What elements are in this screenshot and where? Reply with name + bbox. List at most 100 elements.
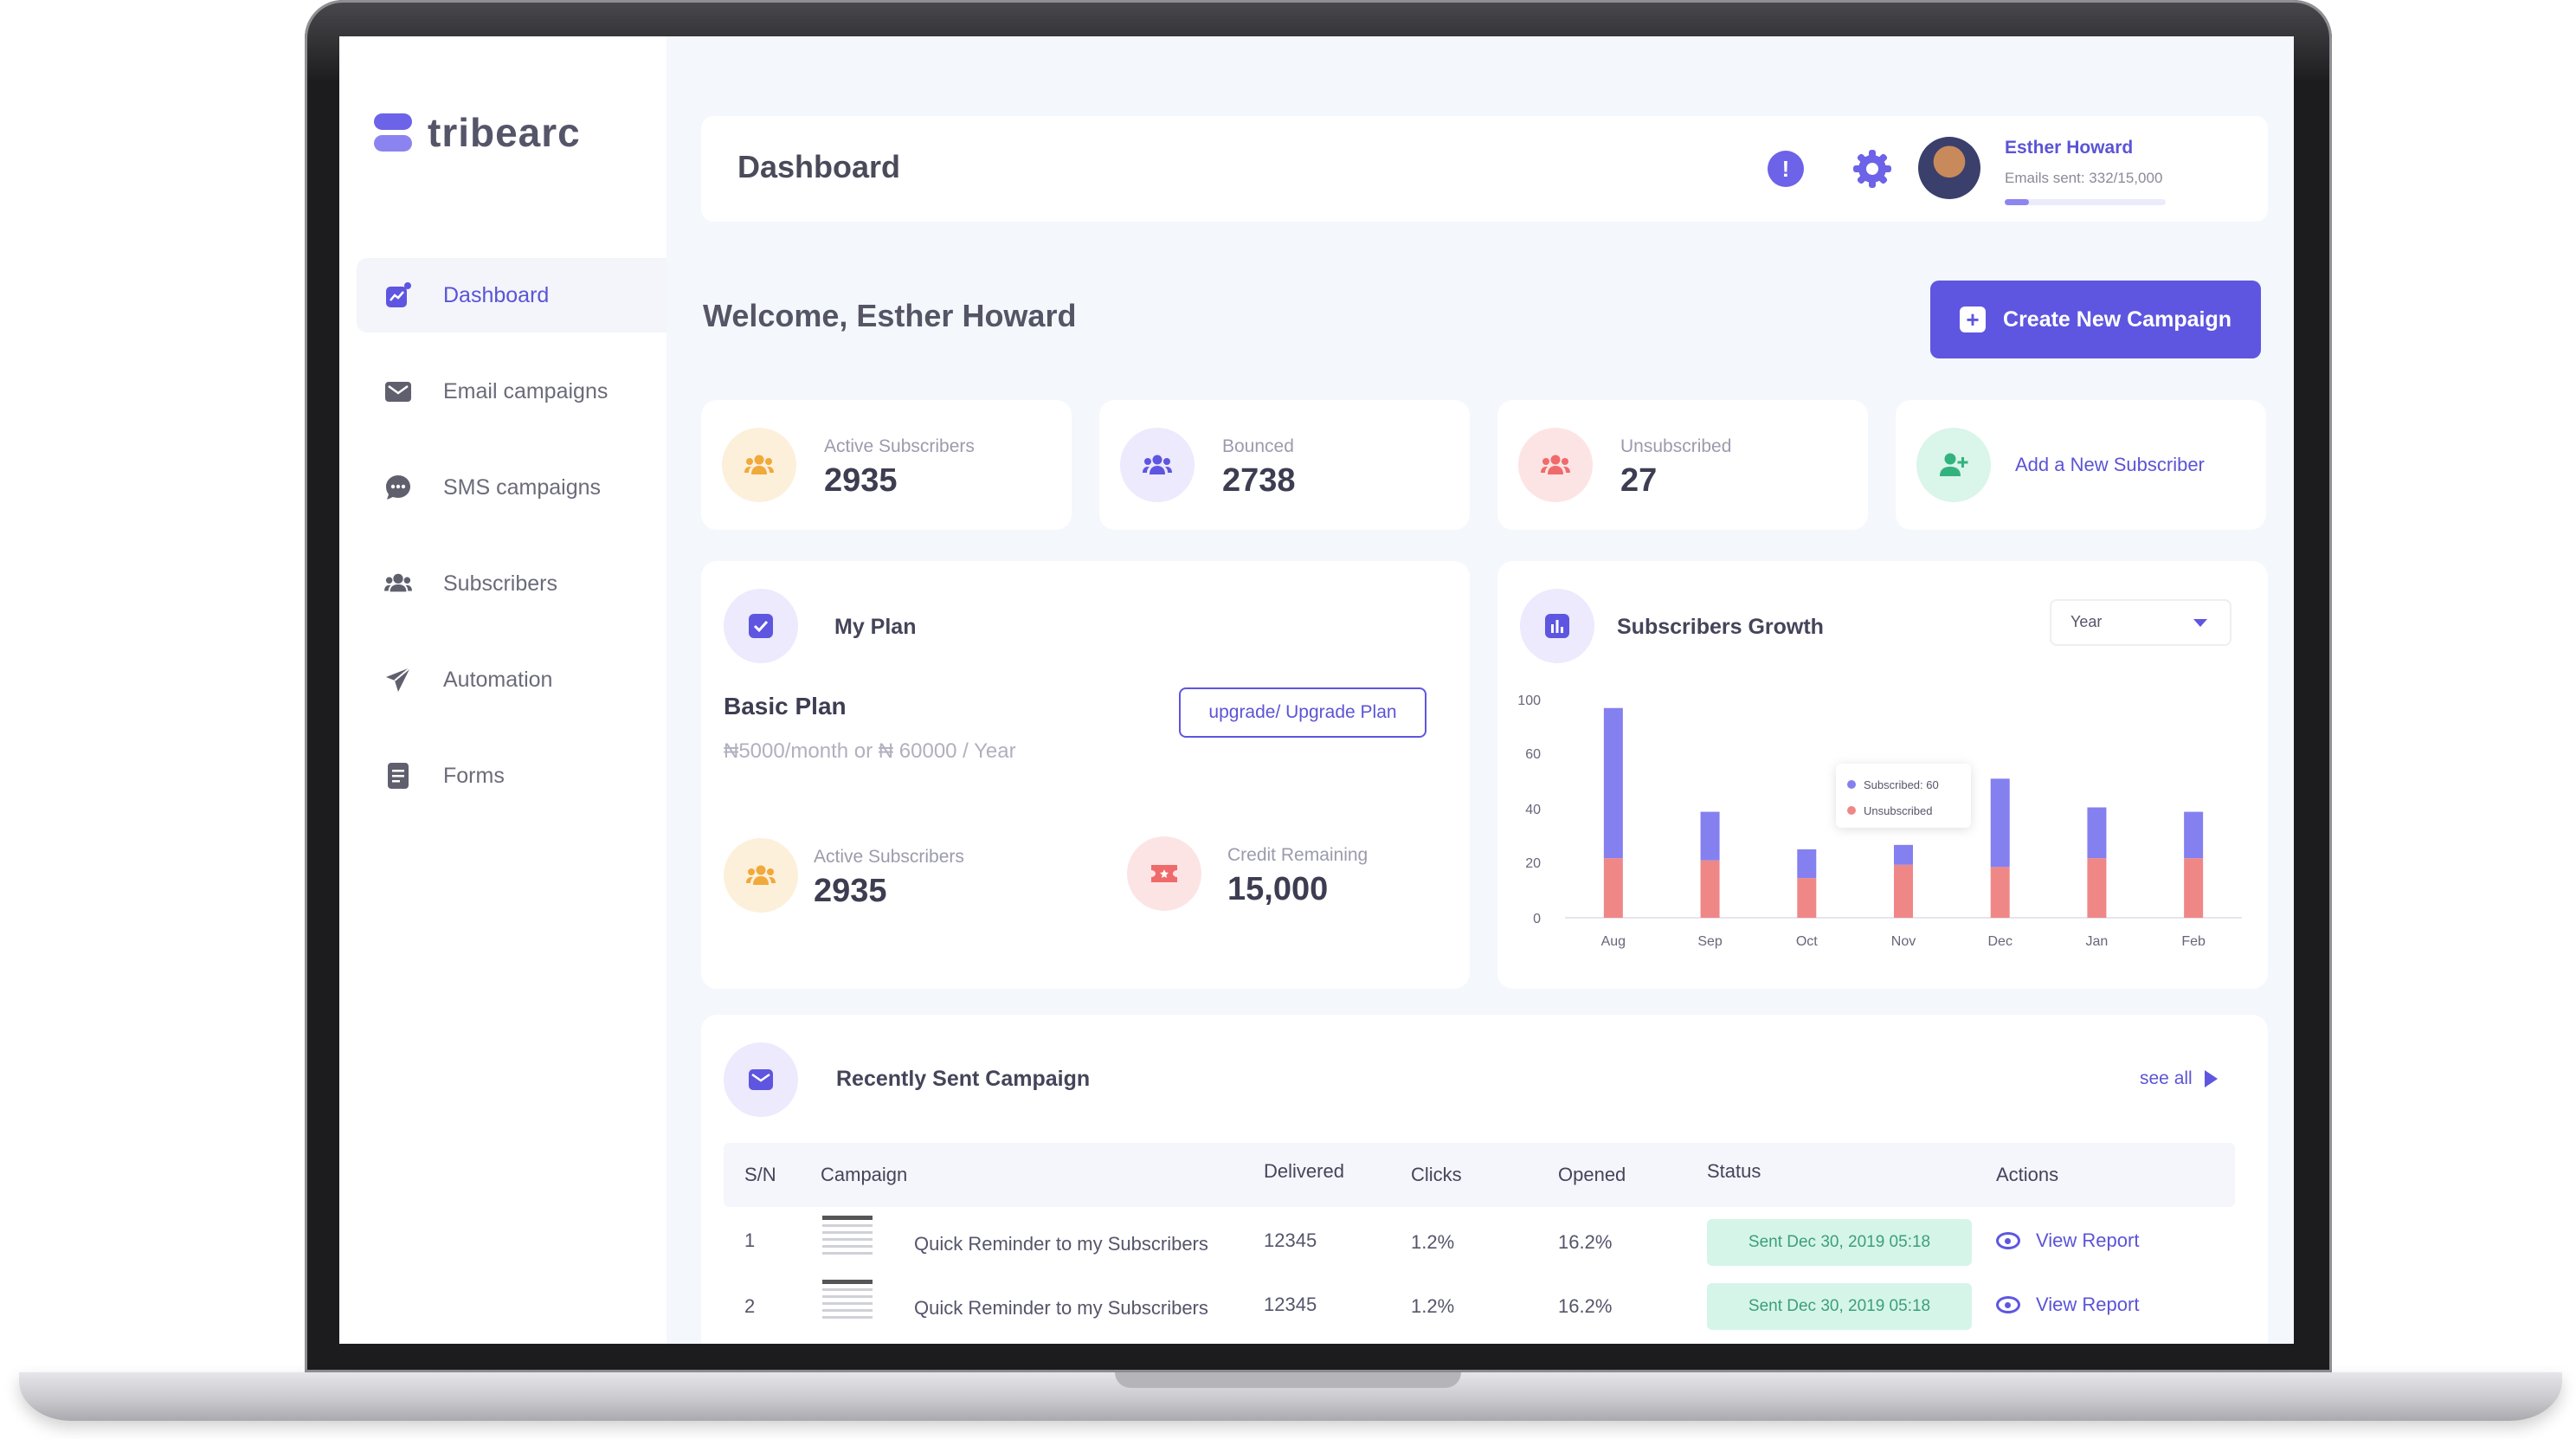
x-tick-label: Oct [1796, 934, 1818, 949]
card-title: Subscribers Growth [1617, 615, 1824, 639]
create-campaign-button[interactable]: + Create New Campaign [1930, 281, 2261, 358]
stat-label: Credit Remaining [1227, 845, 1368, 865]
sidebar-item-automation[interactable]: Automation [357, 642, 667, 717]
plus-icon: + [1960, 307, 1987, 332]
brand-name: tribearc [428, 110, 581, 155]
sidebar-item-label: Subscribers [443, 571, 557, 596]
sidebar-item-dashboard[interactable]: Dashboard [357, 258, 667, 332]
gear-icon[interactable] [1851, 147, 1894, 190]
column-header: Status [1707, 1160, 1761, 1182]
brand-logo[interactable]: tribearc [374, 109, 581, 156]
bar-unsubscribed-sep [1700, 860, 1720, 918]
table-row[interactable]: 1 Quick Reminder to my Subscribers 12345… [724, 1216, 2235, 1285]
period-select[interactable]: Year [2050, 599, 2231, 646]
logo-icon [374, 113, 412, 152]
users-icon [384, 570, 412, 597]
users-icon [1120, 428, 1195, 502]
card-title: Recently Sent Campaign [836, 1067, 1091, 1091]
status-badge: Sent Dec 30, 2019 05:18 [1707, 1219, 1972, 1266]
check-icon [724, 589, 798, 663]
stat-value: 2935 [824, 462, 898, 499]
x-tick-label: Feb [2181, 934, 2206, 949]
play-icon [2204, 1070, 2218, 1087]
user-name: Esther Howard [2005, 138, 2134, 158]
mail-icon [384, 377, 412, 405]
campaign-name[interactable]: Quick Reminder to my Subscribers [914, 1297, 1208, 1319]
upgrade-plan-button[interactable]: upgrade/ Upgrade Plan [1179, 687, 1426, 738]
form-icon [384, 762, 412, 790]
y-tick-label: 0 [1533, 912, 1541, 926]
avatar[interactable] [1918, 137, 1980, 199]
stat-label: Unsubscribed [1620, 436, 1732, 456]
stat-bounced: Bounced 2738 [1099, 400, 1470, 530]
open-rate: 16.2% [1558, 1231, 1613, 1253]
bar-subscribed-dec [1990, 778, 2010, 868]
column-header: Delivered [1264, 1160, 1344, 1182]
stat-label: Bounced [1222, 436, 1294, 456]
bar-subscribed-jan [2087, 807, 2107, 859]
alert-icon[interactable]: ! [1768, 151, 1804, 187]
bar-unsubscribed-feb [2184, 858, 2204, 918]
add-subscriber-link[interactable]: Add a New Subscriber [2015, 454, 2205, 475]
row-sn: 2 [744, 1295, 756, 1317]
sidebar-item-email-campaigns[interactable]: Email campaigns [357, 354, 667, 429]
bar-unsubscribed-oct [1797, 878, 1817, 918]
eye-icon [1996, 1232, 2020, 1249]
table-row[interactable]: 2 Quick Reminder to my Subscribers 12345… [724, 1280, 2235, 1344]
recent-campaigns-card: Recently Sent Campaign see all S/N Campa… [701, 1015, 2268, 1344]
tooltip-text: Unsubscribed [1864, 804, 1933, 817]
sidebar: tribearc Dashboard Email campaigns SMS c… [339, 36, 667, 1344]
mail-icon [724, 1042, 798, 1117]
bar-subscribed-aug [1603, 707, 1623, 859]
delivered-count: 12345 [1264, 1294, 1317, 1315]
users-icon [722, 428, 796, 502]
table-header: S/N Campaign Delivered Clicks Opened Sta… [724, 1143, 2235, 1207]
users-icon [1518, 428, 1593, 502]
view-report-button[interactable]: View Report [1996, 1294, 2139, 1316]
sidebar-item-label: Forms [443, 763, 505, 788]
column-header: Actions [1996, 1164, 2059, 1185]
column-header: Opened [1558, 1164, 1626, 1185]
view-report-label: View Report [2036, 1294, 2140, 1315]
add-subscriber-card[interactable]: Add a New Subscriber [1896, 400, 2266, 530]
subscribers-growth-card: Subscribers Growth Year 0 20 40 60 100 Aug Sep… [1497, 561, 2268, 989]
sidebar-item-sms-campaigns[interactable]: SMS campaigns [357, 450, 667, 525]
stat-active-subscribers: Active Subscribers 2935 [701, 400, 1072, 530]
bar-subscribed-nov [1894, 844, 1913, 865]
card-title: My Plan [834, 615, 917, 639]
y-tick-label: 40 [1525, 803, 1541, 817]
chevron-down-icon [2193, 619, 2207, 627]
stat-label: Active Subscribers [824, 436, 975, 456]
see-all-link[interactable]: see all [2140, 1068, 2218, 1089]
delivered-count: 12345 [1264, 1229, 1317, 1251]
app-screen: tribearc Dashboard Email campaigns SMS c… [339, 36, 2294, 1344]
bar-unsubscribed-jan [2087, 858, 2107, 918]
x-tick-label: Dec [1987, 934, 2012, 949]
stat-value: 2935 [814, 873, 887, 909]
bar-subscribed-oct [1797, 849, 1817, 879]
sidebar-item-forms[interactable]: Forms [357, 739, 667, 813]
tooltip-box [1836, 764, 1971, 828]
my-plan-card: My Plan Basic Plan ₦5000/month or ₦ 6000… [701, 561, 1470, 989]
y-tick-label: 100 [1517, 694, 1541, 708]
stat-value: 27 [1620, 462, 1658, 499]
campaign-name[interactable]: Quick Reminder to my Subscribers [914, 1233, 1208, 1255]
sidebar-item-subscribers[interactable]: Subscribers [357, 546, 667, 621]
column-header: S/N [744, 1164, 776, 1185]
tooltip-dot [1847, 780, 1856, 789]
bar-unsubscribed-nov [1894, 864, 1913, 918]
bar-subscribed-sep [1700, 811, 1720, 861]
x-tick-label: Aug [1601, 934, 1626, 949]
stat-value: 15,000 [1227, 871, 1329, 907]
open-rate: 16.2% [1558, 1295, 1613, 1317]
x-tick-label: Jan [2086, 934, 2109, 949]
top-header: Dashboard ! Esther Howard Emails sent: 3… [701, 116, 2268, 222]
column-header: Clicks [1411, 1164, 1462, 1185]
x-tick-label: Sep [1697, 934, 1723, 949]
create-campaign-label: Create New Campaign [2003, 307, 2231, 332]
add-user-icon [1916, 428, 1991, 502]
view-report-button[interactable]: View Report [1996, 1229, 2139, 1252]
bar-chart-icon [1520, 589, 1594, 663]
bar-subscribed-feb [2184, 811, 2204, 859]
laptop-notch [1115, 1372, 1461, 1388]
